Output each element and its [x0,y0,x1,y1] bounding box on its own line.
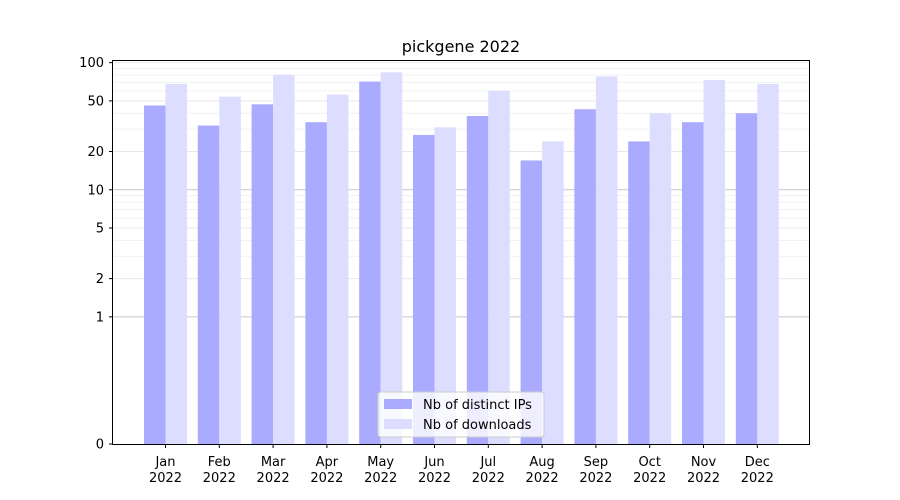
bars-layer [144,72,779,445]
x-tick-label-year: 2022 [364,471,397,486]
x-axis: Jan2022Feb2022Mar2022Apr2022May2022Jun20… [149,444,774,486]
x-tick-label-month: May [367,455,394,470]
bar-ips-jul [466,116,489,444]
bar-ips-oct [628,141,650,444]
legend-swatch-downloads [384,419,412,429]
y-tick-label: 100 [79,56,104,71]
bar-ips-aug [520,160,543,444]
x-tick-label-year: 2022 [579,471,612,486]
x-tick-label-month: Nov [691,455,717,470]
x-tick-label-month: Aug [529,455,554,470]
x-tick-label-year: 2022 [203,471,236,486]
bar-ips-sep [574,109,596,444]
legend-label-ips: Nb of distinct IPs [423,398,532,413]
bar-ips-dec [735,113,758,444]
chart-title: pickgene 2022 [402,37,520,56]
x-tick-label-year: 2022 [741,471,774,486]
x-tick-label-month: Mar [261,455,286,470]
x-tick-label-month: Dec [745,455,770,470]
x-tick-label-month: Sep [584,455,609,470]
x-tick-label-month: Jun [423,455,444,470]
legend[interactable]: Nb of distinct IPs Nb of downloads [377,391,545,438]
x-tick-label-year: 2022 [418,471,451,486]
bar-downloads-feb [219,96,241,445]
bar-downloads-jul [488,90,510,444]
y-axis: 0 1 2 5 10 20 50 100 [79,56,113,453]
bar-downloads-sep [595,76,618,445]
bar-ips-mar [251,104,274,444]
y-tick-label: 1 [96,310,104,325]
bar-downloads-aug [542,141,564,444]
bar-ips-nov [682,122,704,445]
legend-label-downloads: Nb of downloads [423,418,532,433]
y-tick-label: 5 [96,222,104,237]
bar-downloads-apr [326,94,349,445]
bar-downloads-oct [649,113,672,444]
bar-ips-jan [144,105,166,444]
x-tick-label-year: 2022 [526,471,559,486]
bar-downloads-jan [165,83,187,444]
y-tick-label: 10 [87,183,104,198]
x-tick-label-year: 2022 [257,471,290,486]
x-tick-label-year: 2022 [472,471,505,486]
legend-swatch-ips [384,399,412,409]
bar-downloads-mar [273,74,295,445]
bar-downloads-jun [434,127,456,444]
y-tick-label: 50 [87,94,104,109]
x-tick-label-month: Feb [208,455,231,470]
x-tick-label-year: 2022 [149,471,182,486]
x-tick-label-month: Apr [316,455,339,470]
plot-frame [112,60,810,445]
bar-downloads-may [380,72,403,444]
x-tick-label-month: Jul [479,455,496,470]
x-tick-label-year: 2022 [310,471,343,486]
bar-downloads-nov [703,80,725,445]
x-tick-label-month: Jan [154,455,175,470]
bar-downloads-dec [757,83,779,444]
y-tick-label: 20 [87,145,104,160]
bar-ips-may [359,81,381,444]
bar-ips-feb [197,125,220,444]
y-tick-label: 0 [96,438,104,453]
x-tick-label-month: Oct [638,455,660,470]
x-tick-label-year: 2022 [687,471,720,486]
legend-box [377,391,545,438]
y-tick-label: 2 [96,272,104,287]
bar-ips-jun [413,134,435,445]
x-tick-label-year: 2022 [633,471,666,486]
bar-ips-apr [305,122,327,445]
